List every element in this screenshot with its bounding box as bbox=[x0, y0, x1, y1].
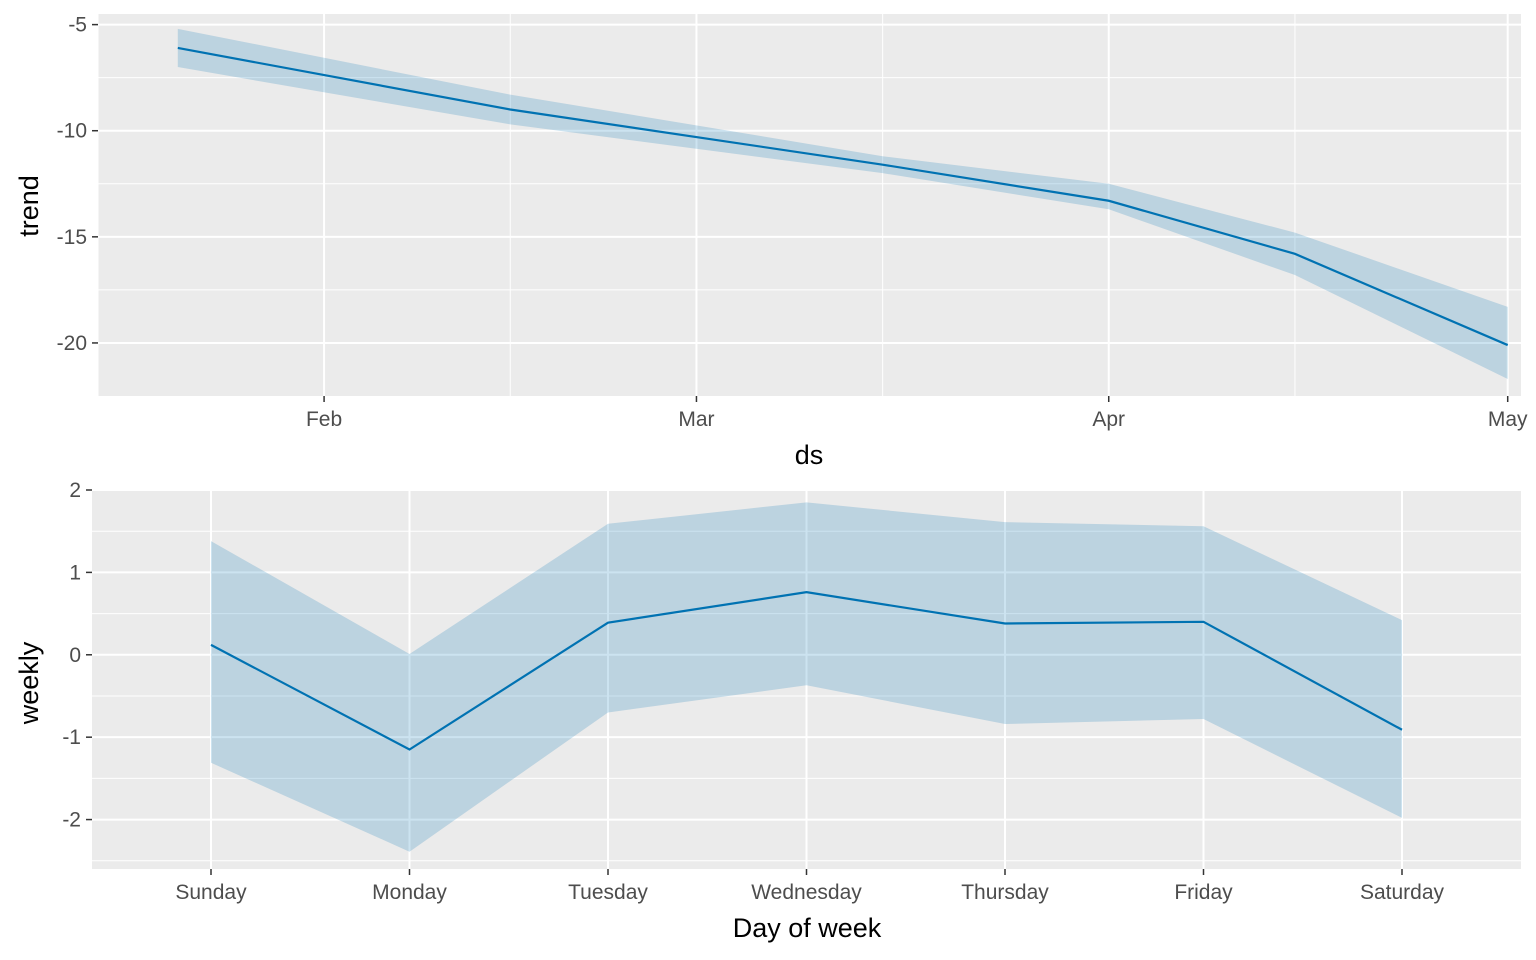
weekly-x-tick-label: Monday bbox=[372, 881, 447, 904]
weekly-y-tick-label: 2 bbox=[69, 479, 81, 502]
trend-y-tick-label: -5 bbox=[68, 14, 87, 37]
weekly-x-tick-label: Thursday bbox=[961, 881, 1049, 904]
weekly-x-tick-label: Sunday bbox=[175, 881, 247, 904]
trend-x-tick-label: May bbox=[1488, 408, 1528, 431]
trend-series-line bbox=[177, 46, 1509, 347]
trend-uncertainty-band bbox=[177, 28, 1508, 380]
trend-y-tick-label: -20 bbox=[57, 332, 87, 355]
trend-y-tick-label: -15 bbox=[57, 226, 87, 249]
weekly-panel: 2 1 0 -1 -2 Sunday Monday Tuesday Wednesday Thurs… bbox=[62, 479, 1521, 904]
trend-x-tick-label: Apr bbox=[1092, 408, 1125, 431]
weekly-x-tick-label: Wednesday bbox=[751, 881, 862, 904]
weekly-y-tick-label: 1 bbox=[69, 561, 81, 584]
trend-x-tick-label: Mar bbox=[678, 408, 714, 431]
trend-y-axis-title: trend bbox=[14, 175, 44, 237]
trend-y-tick-label: -10 bbox=[57, 120, 87, 143]
weekly-x-tick-label: Tuesday bbox=[568, 881, 648, 904]
trend-x-axis-title: ds bbox=[795, 440, 824, 470]
trend-panel: -5 -10 -15 -20 Feb Mar Apr May bbox=[57, 14, 1528, 431]
weekly-x-tick-label: Friday bbox=[1174, 881, 1233, 904]
weekly-y-tick-label: 0 bbox=[69, 644, 81, 667]
weekly-x-axis-title: Day of week bbox=[733, 913, 882, 943]
weekly-y-tick-label: -2 bbox=[62, 809, 81, 832]
trend-x-tick-label: Feb bbox=[306, 408, 342, 431]
weekly-y-axis-title: weekly bbox=[14, 641, 44, 725]
weekly-x-tick-label: Saturday bbox=[1360, 881, 1445, 904]
weekly-y-tick-label: -1 bbox=[62, 726, 81, 749]
weekly-uncertainty-band bbox=[211, 502, 1402, 852]
